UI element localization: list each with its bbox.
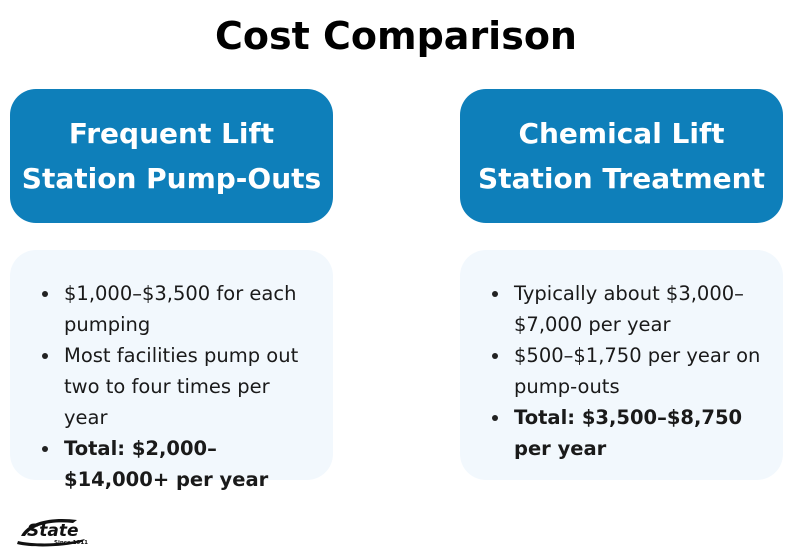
list-item: Most facilities pump out two to four tim… bbox=[40, 340, 317, 433]
list-item-text: $500–$1,750 per year on pump-outs bbox=[514, 344, 761, 398]
left-header: Frequent Lift Station Pump-Outs bbox=[10, 89, 333, 223]
list-item-text: Typically about $3,000–$7,000 per year bbox=[514, 282, 744, 336]
bullet-icon bbox=[42, 446, 48, 452]
right-card: Typically about $3,000–$7,000 per year $… bbox=[460, 250, 783, 480]
right-header-line2: Station Treatment bbox=[478, 162, 765, 195]
list-item-text: Total: $2,000–$14,000+ per year bbox=[64, 437, 269, 491]
bullet-icon bbox=[42, 353, 48, 359]
list-item: $500–$1,750 per year on pump-outs bbox=[490, 340, 767, 402]
left-header-line1: Frequent Lift bbox=[68, 117, 275, 150]
right-header: Chemical Lift Station Treatment bbox=[460, 89, 783, 223]
list-item-text: Most facilities pump out two to four tim… bbox=[64, 344, 299, 429]
right-header-line1: Chemical Lift bbox=[518, 117, 725, 150]
logo-tagline: Since 1911 bbox=[54, 540, 88, 546]
logo-swoosh-top bbox=[21, 518, 77, 536]
list-item-total: Total: $2,000–$14,000+ per year bbox=[40, 433, 317, 495]
list-item: $1,000–$3,500 for each pumping bbox=[40, 278, 317, 340]
logo-swoosh-bottom bbox=[17, 539, 85, 547]
bullet-icon bbox=[42, 291, 48, 297]
right-list: Typically about $3,000–$7,000 per year $… bbox=[490, 278, 767, 464]
list-item-total: Total: $3,500–$8,750 per year bbox=[490, 402, 767, 464]
left-header-line2: Station Pump-Outs bbox=[21, 162, 322, 195]
logo-wordmark: State bbox=[27, 521, 79, 541]
bullet-icon bbox=[492, 291, 498, 297]
bullet-icon bbox=[492, 415, 498, 421]
left-card: $1,000–$3,500 for each pumping Most faci… bbox=[10, 250, 333, 491]
list-item-text: $1,000–$3,500 for each pumping bbox=[64, 282, 297, 336]
left-list: $1,000–$3,500 for each pumping Most faci… bbox=[40, 278, 317, 495]
list-item-text: Total: $3,500–$8,750 per year bbox=[514, 406, 743, 460]
list-item: Typically about $3,000–$7,000 per year bbox=[490, 278, 767, 340]
state-logo: State Since 1911 bbox=[17, 518, 88, 547]
bullet-icon bbox=[492, 353, 498, 359]
page-title: Cost Comparison bbox=[215, 14, 577, 58]
